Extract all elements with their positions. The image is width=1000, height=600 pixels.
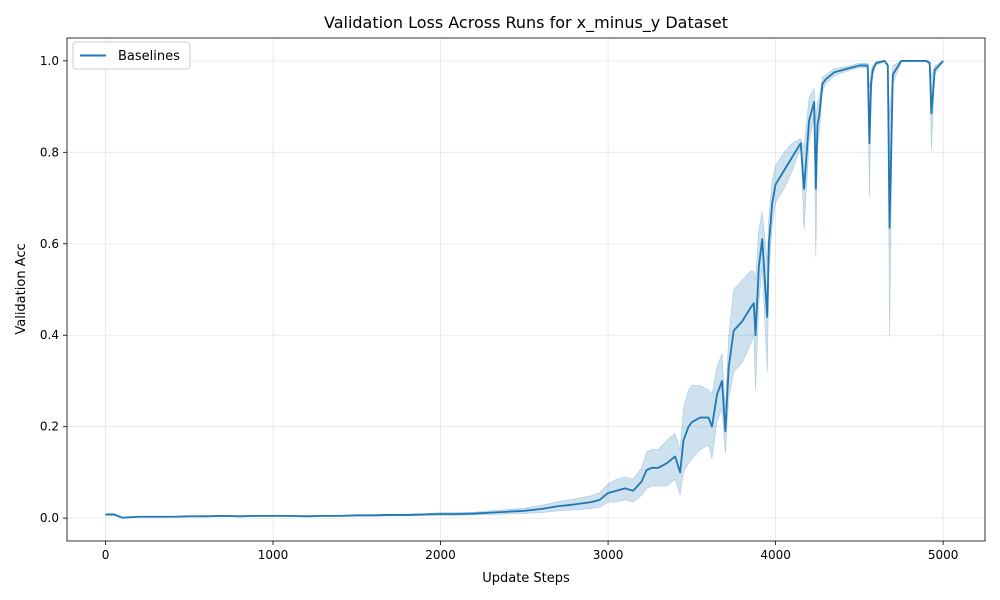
x-axis-ticks: 0 1000 2000 3000 4000 5000	[102, 541, 959, 562]
legend: Baselines	[72, 41, 191, 70]
y-axis-ticks: 0.0 0.2 0.4 0.6 0.8 1.0	[40, 54, 67, 525]
series-line-baselines	[105, 59, 944, 519]
legend-box	[72, 41, 191, 70]
x-tick-label: 0	[102, 548, 110, 562]
y-tick-label: 0.8	[40, 145, 59, 159]
grid-lines	[67, 38, 985, 541]
x-axis-label: Update Steps	[482, 571, 570, 586]
legend-label-baselines: Baselines	[118, 49, 180, 64]
x-tick-label: 5000	[928, 548, 959, 562]
plot-area-frame	[66, 37, 986, 542]
y-tick-label: 0.0	[40, 511, 59, 525]
y-tick-label: 0.6	[40, 237, 59, 251]
x-tick-label: 1000	[258, 548, 289, 562]
y-axis-label: Validation Acc	[14, 243, 29, 334]
series-line-layer	[105, 59, 944, 519]
y-tick-label: 0.2	[40, 420, 59, 434]
x-tick-label: 3000	[593, 548, 624, 562]
chart-title: Validation Loss Across Runs for x_minus_…	[324, 13, 728, 33]
y-tick-label: 0.4	[40, 328, 59, 342]
y-tick-label: 1.0	[40, 54, 59, 68]
x-tick-label: 2000	[425, 548, 456, 562]
x-tick-label: 4000	[760, 548, 791, 562]
